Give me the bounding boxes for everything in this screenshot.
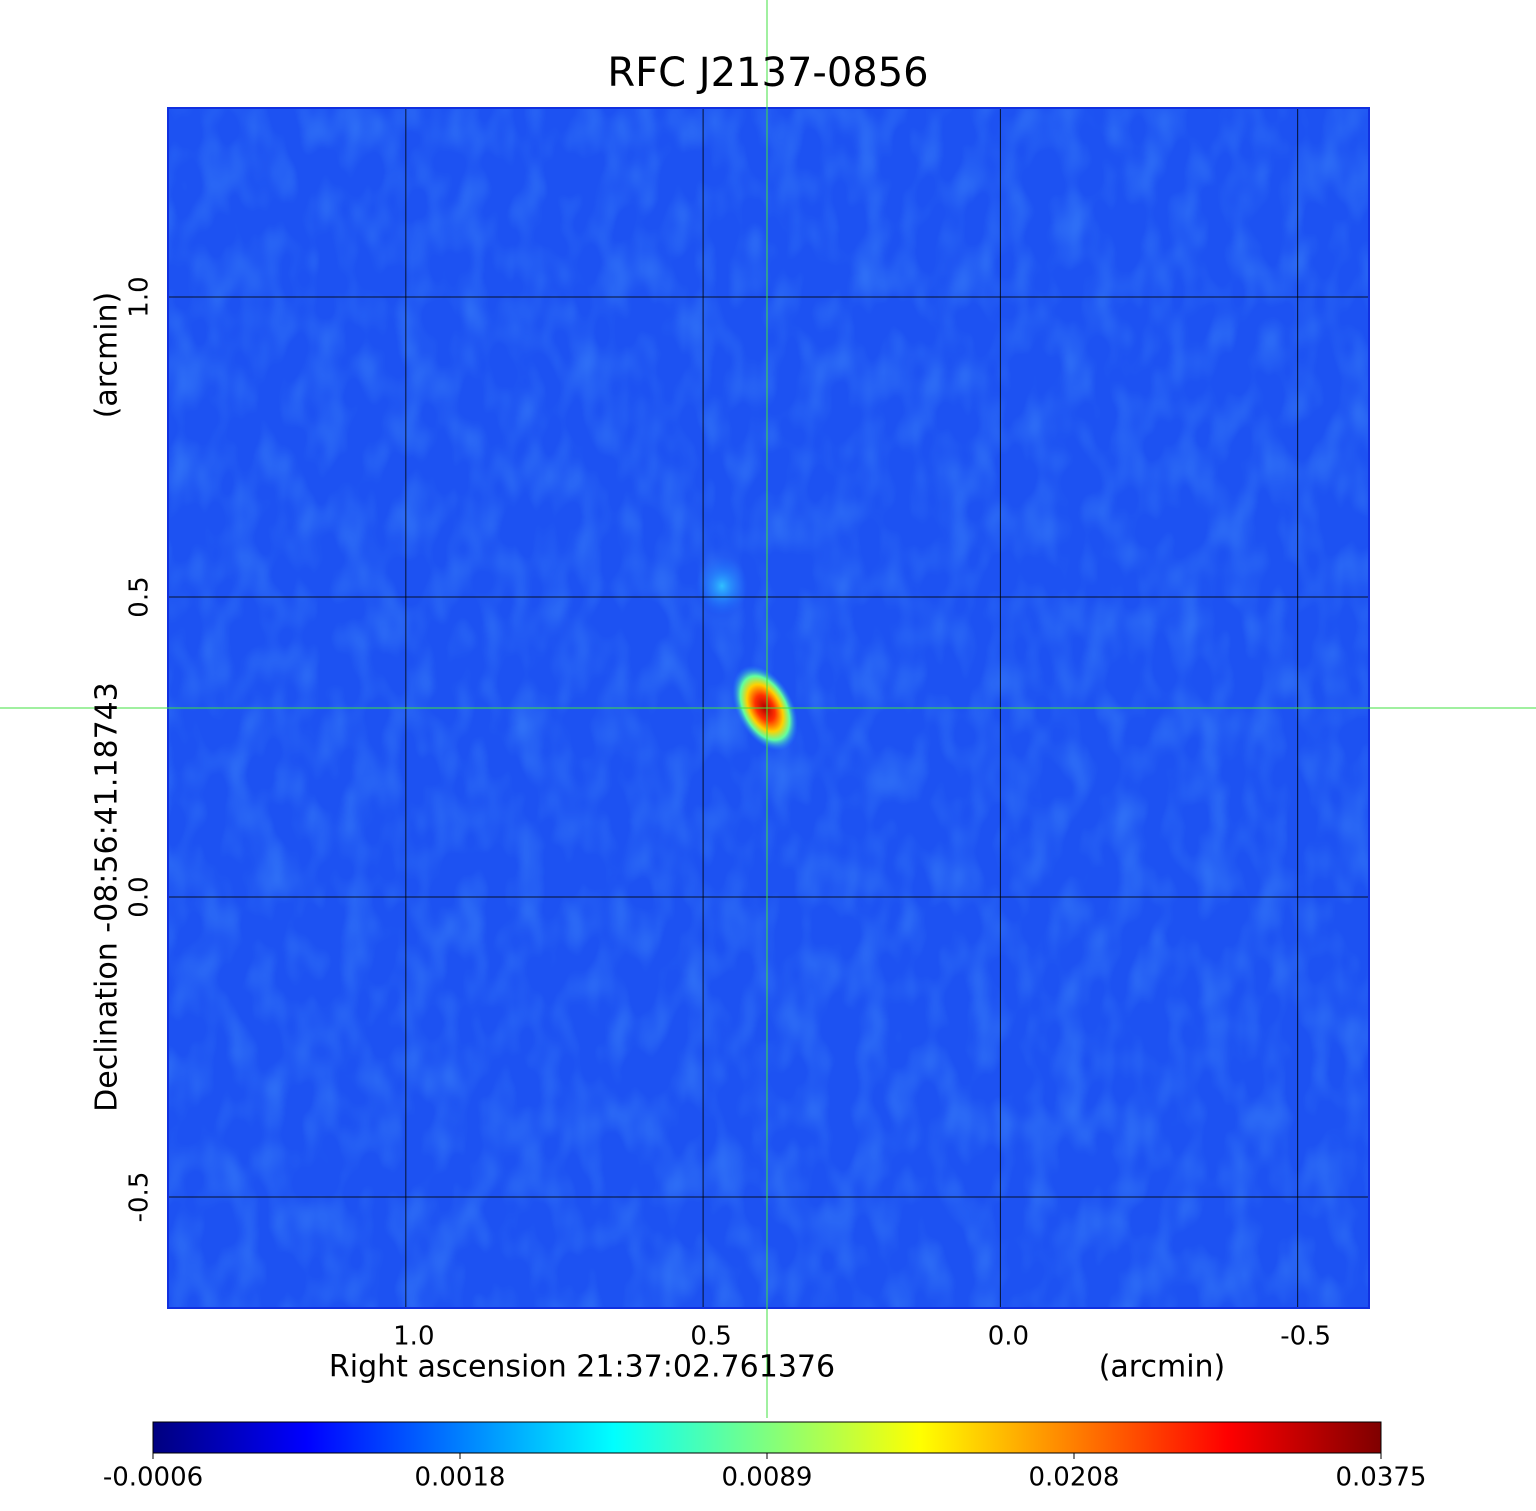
x-axis-unit: (arcmin) xyxy=(1099,1350,1226,1385)
y-tick-label: 0.5 xyxy=(125,576,155,617)
y-tick-label: 1.0 xyxy=(125,276,155,317)
secondary-source xyxy=(696,556,748,616)
x-tick-label: 1.0 xyxy=(393,1322,434,1352)
colorbar xyxy=(152,1421,1382,1454)
colorbar-tick-label: -0.0006 xyxy=(103,1463,203,1493)
x-tick-label: 0.5 xyxy=(690,1322,731,1352)
x-axis-label: Right ascension 21:37:02.761376 xyxy=(329,1350,835,1385)
y-axis-label: Declination -08:56:41.18743 xyxy=(90,682,125,1112)
y-tick-label: -0.5 xyxy=(125,1172,155,1223)
x-tick-label: -0.5 xyxy=(1280,1322,1331,1352)
colorbar-tick-label: 0.0018 xyxy=(415,1463,506,1493)
colorbar-tick-label: 0.0375 xyxy=(1336,1463,1427,1493)
x-tick-label: 0.0 xyxy=(988,1322,1029,1352)
y-axis-unit: (arcmin) xyxy=(90,292,125,419)
y-tick-label: 0.0 xyxy=(125,876,155,917)
colorbar-tick-label: 0.0089 xyxy=(722,1463,813,1493)
colorbar-tick-label: 0.0208 xyxy=(1029,1463,1120,1493)
chart-title: RFC J2137-0856 xyxy=(607,50,928,96)
